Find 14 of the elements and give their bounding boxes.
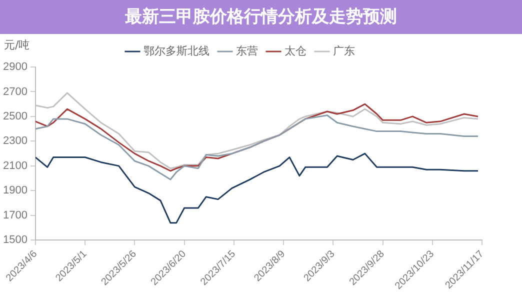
y-tick-label: 2900 xyxy=(2,61,28,74)
y-tick-label: 2700 xyxy=(2,86,28,98)
y-tick-label: 2500 xyxy=(2,110,28,122)
chart-title: 最新三甲胺价格行情分析及走势预测 xyxy=(0,0,522,34)
y-tick-label: 1500 xyxy=(2,234,28,246)
y-axis-title: 元/吨 xyxy=(4,38,30,52)
y-tick-label: 1700 xyxy=(2,209,28,222)
y-tick-label: 2100 xyxy=(2,160,28,172)
legend-label: 广东 xyxy=(333,44,355,58)
legend-label: 鄂尔多斯北线 xyxy=(144,44,210,58)
y-tick-label: 2300 xyxy=(2,135,28,148)
legend-label: 太仓 xyxy=(284,44,306,58)
y-tick-label: 1900 xyxy=(2,184,28,197)
legend-label: 东营 xyxy=(236,44,258,58)
